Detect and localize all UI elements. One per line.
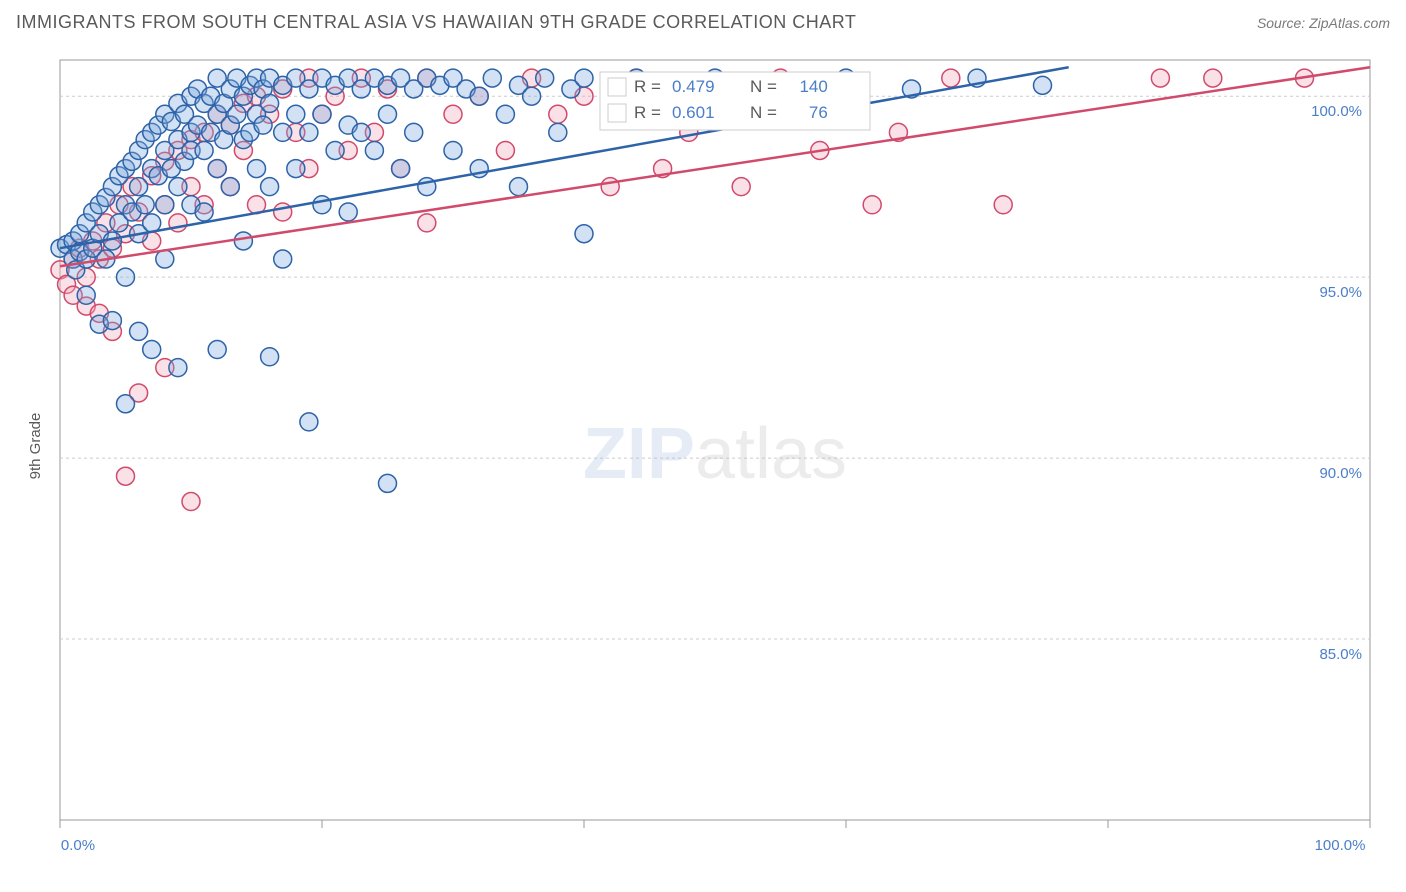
scatter-point [221, 178, 239, 196]
scatter-point [143, 214, 161, 232]
scatter-point [261, 348, 279, 366]
scatter-point [379, 105, 397, 123]
scatter-point [601, 178, 619, 196]
scatter-point [117, 467, 135, 485]
scatter-point [300, 413, 318, 431]
chart-container: 85.0%90.0%95.0%100.0%0.0%100.0%ZIPatlasR… [50, 50, 1390, 830]
scatter-point [732, 178, 750, 196]
scatter-point [365, 141, 383, 159]
scatter-point [863, 196, 881, 214]
scatter-chart: 85.0% 90.0% 95.0% 100.0% 0.0% 100.0% ZIPatlas R… [50, 50, 1390, 860]
scatter-point [195, 141, 213, 159]
scatter-point [575, 225, 593, 243]
scatter-point [117, 395, 135, 413]
scatter-point [208, 341, 226, 359]
scatter-point [326, 141, 344, 159]
scatter-point [994, 196, 1012, 214]
scatter-point [1204, 69, 1222, 87]
scatter-point [470, 87, 488, 105]
scatter-point [254, 116, 272, 134]
scatter-point [208, 160, 226, 178]
stats-label-R: R = [634, 103, 661, 122]
y-tick-label: 100.0% [1311, 103, 1362, 120]
scatter-point [549, 123, 567, 141]
scatter-point [444, 141, 462, 159]
scatter-point [339, 203, 357, 221]
scatter-point [313, 105, 331, 123]
scatter-point [261, 178, 279, 196]
scatter-point [549, 105, 567, 123]
scatter-point [496, 141, 514, 159]
scatter-point [483, 69, 501, 87]
scatter-point [77, 286, 95, 304]
scatter-point [287, 105, 305, 123]
chart-source: Source: ZipAtlas.com [1257, 15, 1390, 31]
scatter-point [234, 232, 252, 250]
stats-value-N: 140 [790, 77, 828, 96]
scatter-point [510, 178, 528, 196]
scatter-point [156, 250, 174, 268]
scatter-point [248, 160, 266, 178]
scatter-point [1151, 69, 1169, 87]
stats-value-R: 0.601 [672, 103, 715, 122]
scatter-point [392, 160, 410, 178]
scatter-point [575, 69, 593, 87]
scatter-point [169, 359, 187, 377]
scatter-point [130, 178, 148, 196]
scatter-point [261, 94, 279, 112]
watermark: ZIPatlas [583, 414, 847, 494]
scatter-point [313, 196, 331, 214]
stats-value-N: 76 [790, 103, 828, 122]
scatter-point [379, 474, 397, 492]
scatter-point [195, 203, 213, 221]
scatter-point [942, 69, 960, 87]
scatter-point [300, 123, 318, 141]
stats-box: R = 0.479 N = 140 R = 0.601 N = 76 [600, 72, 870, 130]
y-tick-label: 95.0% [1319, 284, 1362, 301]
scatter-point [287, 160, 305, 178]
scatter-point [1034, 76, 1052, 94]
scatter-point [117, 268, 135, 286]
legend-swatch [608, 104, 626, 122]
scatter-point [496, 105, 514, 123]
y-tick-label: 90.0% [1319, 465, 1362, 482]
scatter-point [103, 312, 121, 330]
scatter-point [156, 196, 174, 214]
stats-label-N: N = [750, 77, 777, 96]
scatter-point [274, 123, 292, 141]
legend-swatch [608, 78, 626, 96]
scatter-point [143, 341, 161, 359]
chart-title: IMMIGRANTS FROM SOUTH CENTRAL ASIA VS HA… [16, 12, 856, 33]
x-tick-label: 100.0% [1315, 837, 1366, 854]
chart-header: IMMIGRANTS FROM SOUTH CENTRAL ASIA VS HA… [0, 0, 1406, 41]
y-tick-label: 85.0% [1319, 646, 1362, 663]
stats-value-R: 0.479 [672, 77, 715, 96]
scatter-point [405, 123, 423, 141]
scatter-point [169, 178, 187, 196]
scatter-point [418, 214, 436, 232]
scatter-point [136, 196, 154, 214]
stats-label-N: N = [750, 103, 777, 122]
scatter-point [130, 322, 148, 340]
y-axis-label: 9th Grade [27, 413, 44, 480]
scatter-point [228, 105, 246, 123]
scatter-point [274, 203, 292, 221]
scatter-point [536, 69, 554, 87]
scatter-point [274, 250, 292, 268]
stats-label-R: R = [634, 77, 661, 96]
scatter-point [352, 123, 370, 141]
scatter-point [523, 87, 541, 105]
scatter-point [444, 105, 462, 123]
scatter-point [182, 493, 200, 511]
x-tick-label: 0.0% [61, 837, 95, 854]
